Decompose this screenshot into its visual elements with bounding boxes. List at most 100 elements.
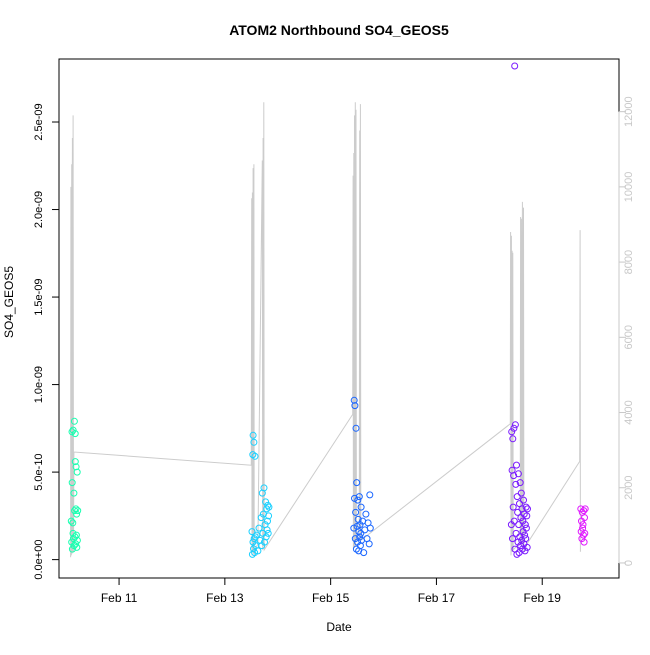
data-point [354, 496, 362, 504]
data-point [357, 503, 365, 511]
data-point [262, 533, 270, 541]
y2-tick-label: 6000 [623, 325, 635, 349]
data-point [356, 533, 364, 541]
data-point [72, 531, 80, 539]
data-point [521, 547, 529, 555]
data-point [513, 550, 521, 558]
data-point [516, 479, 524, 487]
data-point [366, 524, 374, 532]
data-point [68, 545, 76, 553]
data-point [522, 524, 530, 532]
y-axis-label: SO4_GEOS5 [2, 266, 16, 338]
chart-title: ATOM2 Northbound SO4_GEOS5 [229, 22, 449, 38]
data-point [515, 521, 523, 529]
data-point [509, 503, 517, 511]
data-point [521, 521, 529, 529]
altitude-line [70, 102, 581, 558]
data-point [509, 435, 517, 443]
y2-tick-label: 10000 [623, 172, 635, 203]
data-point [353, 479, 361, 487]
data-point [71, 507, 79, 515]
data-point [351, 494, 358, 502]
x-tick-label: Feb 11 [101, 591, 138, 605]
x-tick-label: Feb 15 [312, 591, 350, 605]
data-point [521, 531, 529, 539]
data-point [514, 470, 522, 478]
data-point [365, 540, 373, 548]
data-point [352, 424, 360, 432]
data-point [578, 535, 586, 543]
data-point [265, 503, 273, 511]
data-point [263, 505, 271, 513]
data-point [350, 524, 358, 532]
data-point [522, 535, 530, 543]
data-point [522, 503, 530, 511]
data-point [580, 507, 588, 515]
data-point [518, 536, 526, 544]
data-point [72, 540, 80, 548]
data-point [511, 62, 519, 70]
y2-tick-label: 8000 [623, 250, 635, 274]
data-point [579, 531, 587, 539]
data-point [73, 543, 81, 551]
y-tick-label: 5.0e-10 [33, 453, 45, 490]
data-point [352, 508, 360, 516]
data-point [362, 510, 370, 518]
y-tick-label: 2.5e-09 [33, 103, 45, 140]
data-point [514, 508, 522, 516]
data-point [513, 493, 521, 501]
y2-tick-label: 0 [623, 560, 635, 566]
data-point [577, 528, 585, 536]
data-point [74, 507, 82, 515]
data-point [69, 529, 77, 537]
y-tick-label: 0.0e+00 [33, 540, 45, 580]
data-point [355, 493, 363, 501]
data-point [255, 524, 263, 532]
data-point [254, 547, 262, 555]
data-point [510, 472, 518, 480]
data-point [260, 484, 268, 492]
data-point [264, 517, 271, 525]
x-axis-label: Date [326, 620, 352, 634]
y2-tick-label: 2000 [623, 475, 635, 499]
data-point [517, 489, 525, 497]
data-point [250, 438, 258, 446]
data-point [580, 538, 588, 546]
data-point [523, 512, 531, 520]
data-point [264, 529, 272, 537]
data-point [511, 421, 519, 429]
plot-frame [58, 58, 620, 579]
data-point [513, 461, 520, 469]
plot-area [67, 62, 589, 558]
data-point [581, 514, 588, 522]
x-tick-label: Feb 17 [418, 591, 456, 605]
data-point [512, 480, 520, 488]
data-point [251, 533, 259, 541]
data-point [366, 491, 374, 499]
data-point [508, 428, 516, 436]
x-tick-label: Feb 19 [524, 591, 562, 605]
data-point [360, 549, 368, 557]
data-point [253, 531, 261, 539]
data-point [73, 468, 81, 476]
data-point [69, 519, 77, 527]
data-point [351, 535, 359, 543]
data-point [357, 529, 365, 537]
data-point [517, 542, 525, 550]
data-point [248, 528, 256, 536]
data-point [352, 545, 360, 553]
data-point [73, 536, 81, 544]
y-tick-label: 1.0e-09 [33, 366, 45, 403]
data-point [249, 451, 257, 459]
data-point [265, 512, 273, 520]
y-tick-label: 1.5e-09 [33, 278, 45, 315]
data-point [579, 521, 587, 529]
y2-tick-label: 4000 [623, 400, 635, 424]
data-point [351, 402, 359, 410]
data-point [520, 496, 527, 504]
data-point [68, 479, 76, 487]
data-point [72, 505, 80, 513]
data-point [73, 510, 81, 518]
